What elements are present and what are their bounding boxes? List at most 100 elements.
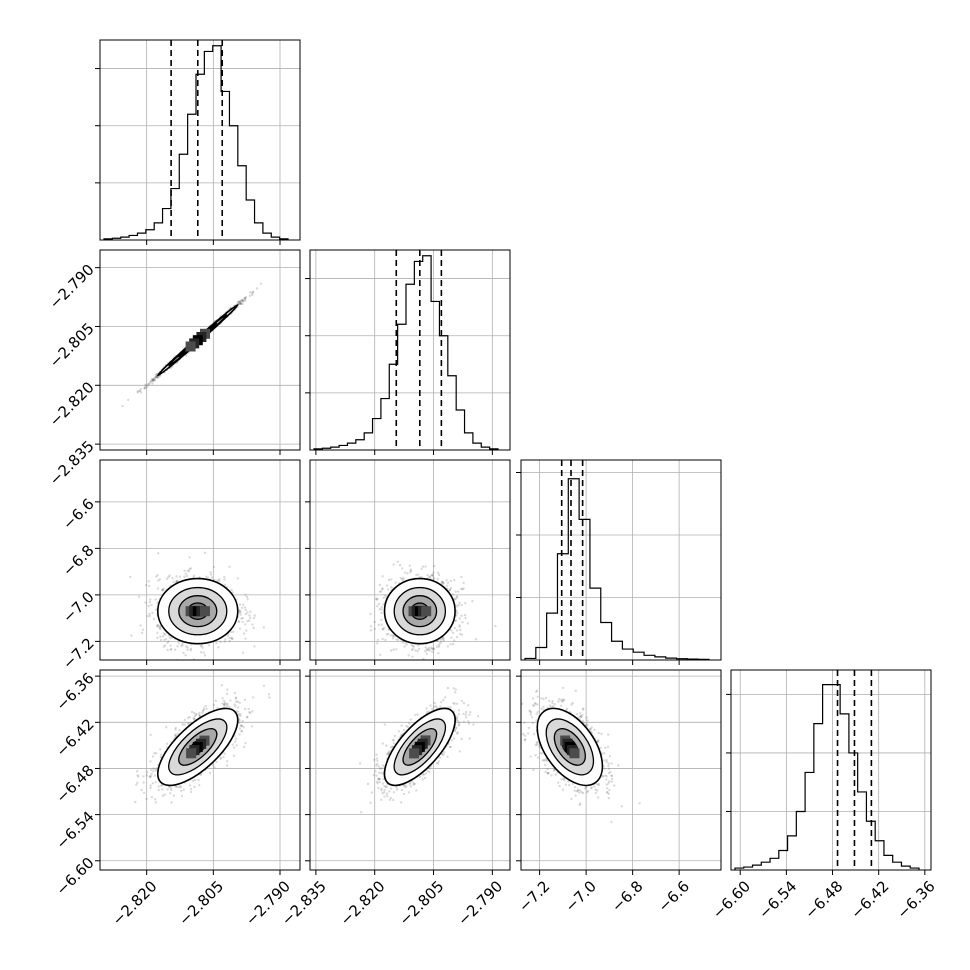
- scatter-point: [422, 657, 425, 660]
- scatter-point: [202, 651, 205, 654]
- scatter-point: [242, 603, 245, 606]
- histogram-panel-0: [95, 39, 301, 245]
- scatter-point: [199, 645, 203, 648]
- scatter-point: [431, 647, 434, 650]
- scatter-point: [381, 627, 385, 631]
- scatter-point: [148, 775, 152, 779]
- scatter-point: [155, 373, 158, 376]
- scatter-point: [446, 645, 449, 648]
- scatter-point: [228, 565, 231, 568]
- scatter-point: [199, 651, 203, 654]
- scatter-point: [149, 598, 152, 601]
- scatter-point: [151, 380, 155, 383]
- scatter-point: [217, 579, 221, 583]
- scatter-point: [182, 651, 185, 655]
- scatter-point: [375, 598, 378, 601]
- scatter-point: [181, 642, 184, 645]
- scatter-point: [404, 641, 407, 644]
- scatter-point: [453, 626, 457, 630]
- scatter-point: [153, 377, 156, 381]
- scatter-point: [373, 627, 376, 631]
- scatter-point: [241, 299, 245, 302]
- scatter-point: [183, 575, 186, 578]
- scatter-point: [377, 602, 381, 606]
- scatter-point: [178, 575, 182, 578]
- scatter-point: [241, 302, 244, 306]
- scatter-point: [431, 650, 434, 654]
- scatter-point: [207, 644, 211, 647]
- scatter-point: [164, 638, 168, 641]
- scatter-point: [456, 612, 459, 615]
- scatter-point: [136, 774, 139, 777]
- scatter-point: [251, 710, 254, 713]
- scatter-point: [250, 292, 254, 295]
- scatter-point: [390, 578, 393, 581]
- scatter-point: [155, 608, 158, 611]
- scatter-point: [167, 575, 170, 579]
- scatter-point: [396, 638, 400, 642]
- scatter-point: [239, 302, 242, 305]
- scatter-point: [391, 637, 395, 640]
- scatter-point: [151, 378, 155, 381]
- scatter-point: [169, 648, 172, 651]
- scatter-point: [239, 613, 242, 616]
- scatter-point: [259, 282, 263, 285]
- scatter-point: [143, 386, 146, 390]
- scatter-point: [442, 637, 445, 640]
- scatter-point: [403, 645, 406, 648]
- scatter-point: [239, 611, 242, 614]
- grid: [521, 460, 721, 660]
- panel-frame: [99, 39, 301, 241]
- scatter-point: [239, 302, 242, 305]
- scatter-point: [417, 573, 420, 576]
- scatter-point: [427, 646, 431, 650]
- scatter-point: [176, 645, 179, 648]
- scatter-point: [229, 630, 233, 634]
- scatter-point: [427, 648, 430, 651]
- scatter-point: [147, 382, 150, 385]
- scatter-point: [418, 576, 421, 579]
- scatter-point: [153, 378, 156, 381]
- scatter-point: [170, 648, 173, 651]
- scatter-point: [223, 702, 226, 706]
- scatter-point: [379, 590, 383, 593]
- panel-content: [100, 460, 300, 660]
- scatter-point: [223, 640, 226, 643]
- scatter-point: [439, 638, 442, 641]
- scatter-point: [248, 614, 251, 617]
- scatter-point: [154, 376, 157, 379]
- scatter-point: [420, 576, 423, 579]
- scatter-point: [458, 625, 461, 628]
- scatter-point: [383, 626, 386, 630]
- scatter-point: [435, 645, 438, 648]
- scatter-point: [462, 581, 465, 585]
- scatter-point: [243, 296, 247, 300]
- scatter-point: [252, 626, 255, 630]
- scatter-point: [127, 398, 130, 402]
- scatter-point: [440, 580, 443, 584]
- scatter-point: [451, 593, 455, 596]
- scatter-point: [243, 606, 247, 609]
- scatter-point: [181, 643, 184, 647]
- scatter-point: [236, 577, 239, 580]
- scatter-point: [387, 578, 391, 582]
- scatter-point: [201, 646, 204, 649]
- scatter-point: [175, 575, 178, 578]
- scatter-point: [450, 636, 453, 639]
- scatter-point: [233, 691, 237, 695]
- scatter-point: [405, 643, 408, 646]
- scatter-point: [428, 575, 432, 578]
- scatter-point: [449, 587, 453, 590]
- scatter-point: [392, 634, 395, 638]
- scatter-point: [417, 647, 421, 651]
- scatter-point: [384, 594, 387, 597]
- scatter-point: [163, 633, 167, 636]
- scatter-point: [209, 573, 213, 576]
- scatter-point: [152, 617, 156, 621]
- scatter-point: [431, 647, 434, 651]
- scatter-point: [413, 664, 415, 666]
- scatter-point: [156, 587, 160, 590]
- scatter-point: [385, 633, 388, 636]
- scatter-point: [401, 577, 404, 581]
- scatter-point: [188, 556, 191, 559]
